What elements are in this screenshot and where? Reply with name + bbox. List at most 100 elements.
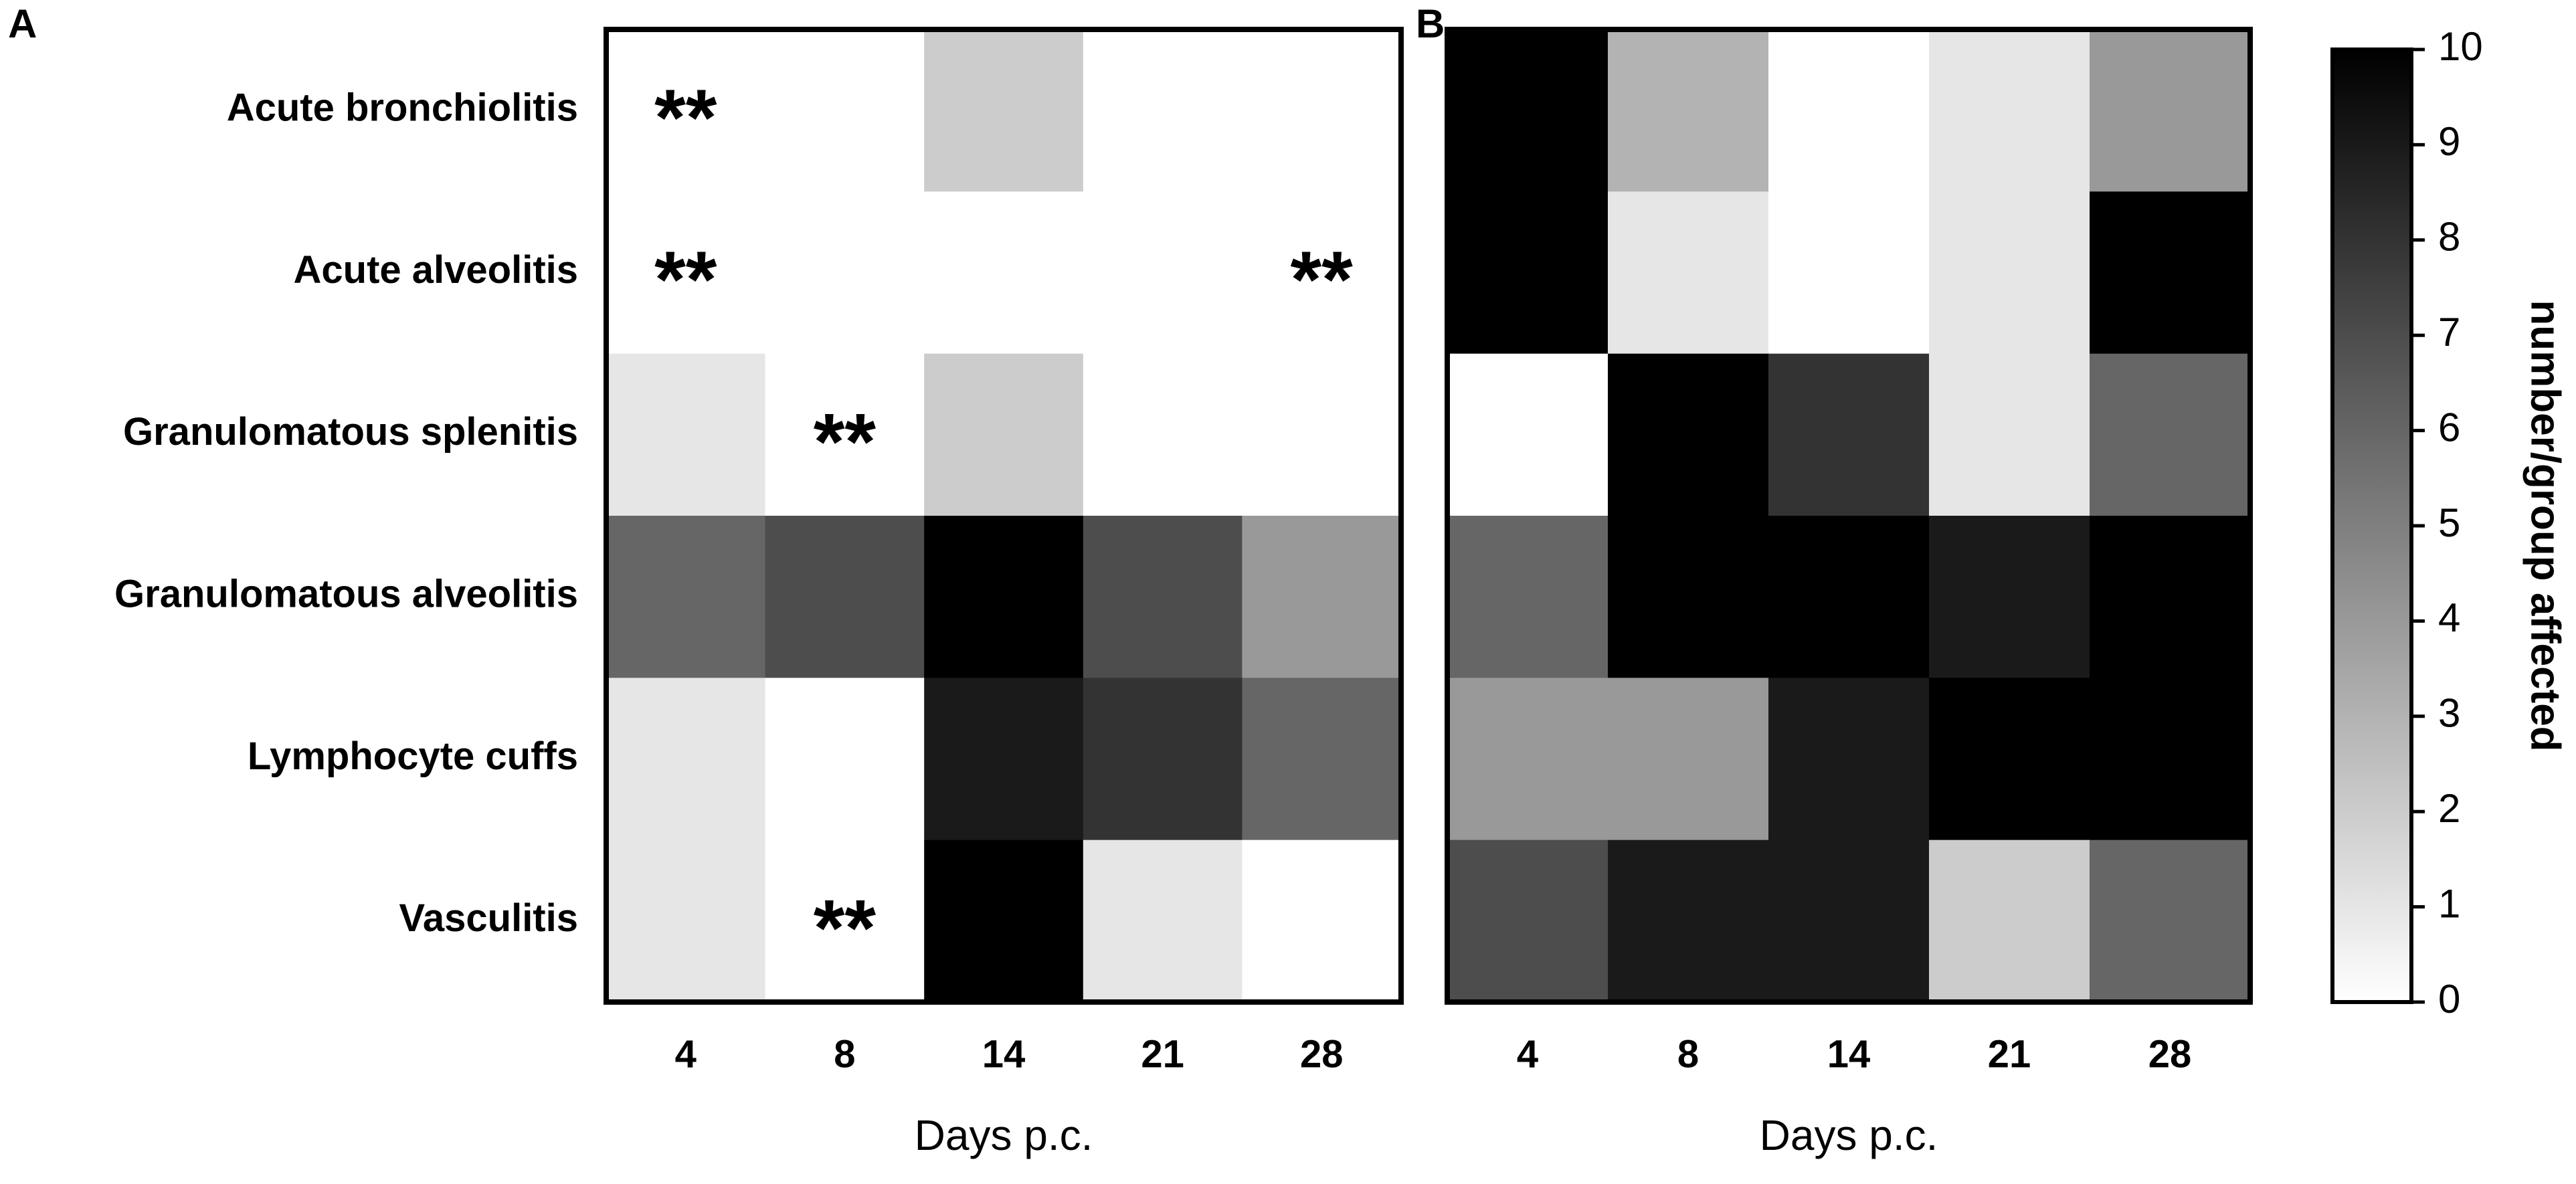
colorbar bbox=[2330, 47, 2413, 1004]
heatmap-cell bbox=[606, 29, 766, 192]
colorbar-tick-label: 0 bbox=[2438, 977, 2460, 1021]
significance-label: ** bbox=[814, 884, 877, 973]
x-tick-label: 28 bbox=[2148, 1032, 2192, 1076]
x-tick-label: 21 bbox=[1988, 1032, 2031, 1076]
heatmap-cell bbox=[1447, 353, 1608, 516]
x-tick-label: 4 bbox=[675, 1032, 697, 1076]
heatmap-cell bbox=[1447, 840, 1608, 1003]
colorbar-tick-label: 5 bbox=[2438, 500, 2460, 545]
heatmap-cell bbox=[765, 353, 925, 516]
panel-label: B bbox=[1416, 1, 1445, 46]
x-tick-label: 21 bbox=[1141, 1032, 1184, 1076]
heatmap-cell bbox=[1608, 840, 1769, 1003]
x-axis-label: Days p.c. bbox=[915, 1111, 1093, 1159]
heatmap-cell bbox=[924, 840, 1084, 1003]
heatmap-cell bbox=[765, 840, 925, 1003]
heatmap-cell bbox=[1929, 678, 2090, 841]
heatmap-cell bbox=[1083, 516, 1243, 678]
x-tick-label: 8 bbox=[1677, 1032, 1699, 1076]
heatmap-cell bbox=[1447, 191, 1608, 355]
row-label: Granulomatous alveolitis bbox=[114, 572, 578, 615]
x-tick-label: 4 bbox=[1517, 1032, 1538, 1076]
colorbar-tick-label: 4 bbox=[2438, 595, 2460, 640]
heatmap-cell bbox=[765, 516, 925, 678]
heatmap-cell bbox=[1608, 516, 1769, 678]
colorbar-tick-label: 3 bbox=[2438, 691, 2460, 736]
heatmap-cell bbox=[1242, 191, 1402, 355]
heatmap-cell bbox=[1929, 353, 2090, 516]
colorbar-tick-label: 7 bbox=[2438, 310, 2460, 355]
heatmap-cell bbox=[2090, 840, 2251, 1003]
heatmap-cell bbox=[1083, 840, 1243, 1003]
heatmap-cell bbox=[1608, 678, 1769, 841]
heatmap-cell bbox=[1242, 516, 1402, 678]
heatmap-cell bbox=[2090, 29, 2251, 192]
heatmap-cell bbox=[1083, 29, 1243, 192]
heatmap-cell bbox=[765, 678, 925, 841]
heatmap-cell bbox=[1929, 29, 2090, 192]
heatmap-cell bbox=[1608, 191, 1769, 355]
heatmap-cell bbox=[924, 191, 1084, 355]
panel-border bbox=[1445, 27, 2253, 1005]
row-label: Acute bronchiolitis bbox=[227, 86, 578, 129]
heatmap-cell bbox=[924, 353, 1084, 516]
heatmap-cell bbox=[1447, 678, 1608, 841]
colorbar-tick-label: 9 bbox=[2438, 119, 2460, 164]
heatmap-cell bbox=[1242, 353, 1402, 516]
panel-label: A bbox=[8, 1, 37, 46]
heatmap-cell bbox=[1083, 191, 1243, 355]
heatmap-cell bbox=[924, 29, 1084, 192]
heatmap-cell bbox=[606, 840, 766, 1003]
heatmap-cell bbox=[606, 678, 766, 841]
row-label: Granulomatous splenitis bbox=[123, 410, 578, 454]
row-label: Lymphocyte cuffs bbox=[248, 734, 578, 778]
row-label: Vasculitis bbox=[399, 896, 578, 940]
significance-label: ** bbox=[814, 397, 877, 487]
heatmap-cell bbox=[1768, 840, 1930, 1003]
heatmap-cell bbox=[1929, 191, 2090, 355]
heatmap-cell bbox=[1768, 353, 1930, 516]
heatmap-cell bbox=[1608, 29, 1769, 192]
colorbar-tick-label: 2 bbox=[2438, 786, 2460, 831]
heatmap-cell bbox=[924, 678, 1084, 841]
heatmap-cell bbox=[765, 29, 925, 192]
heatmap-cell bbox=[1929, 840, 2090, 1003]
heatmap-cell bbox=[1768, 191, 1930, 355]
colorbar-tick-label: 6 bbox=[2438, 405, 2460, 450]
heatmap-cell bbox=[2090, 353, 2251, 516]
heatmap-cell bbox=[606, 353, 766, 516]
heatmap-cell bbox=[1242, 678, 1402, 841]
heatmap-cell bbox=[2090, 516, 2251, 678]
row-label: Acute alveolitis bbox=[294, 248, 578, 292]
panel-border bbox=[604, 27, 1404, 1005]
x-axis-label: Days p.c. bbox=[1760, 1111, 1938, 1159]
significance-label: ** bbox=[654, 235, 717, 324]
heatmap-cell bbox=[1242, 29, 1402, 192]
significance-label: ** bbox=[654, 73, 717, 163]
heatmap-cell bbox=[1929, 516, 2090, 678]
heatmap-cell bbox=[1083, 678, 1243, 841]
x-tick-label: 8 bbox=[834, 1032, 855, 1076]
heatmap-cell bbox=[924, 516, 1084, 678]
x-tick-label: 14 bbox=[1827, 1032, 1871, 1076]
x-tick-label: 14 bbox=[982, 1032, 1026, 1076]
heatmap-cell bbox=[765, 191, 925, 355]
heatmap-cell bbox=[606, 516, 766, 678]
heatmap-cell bbox=[1447, 516, 1608, 678]
heatmap-cell bbox=[1608, 353, 1769, 516]
heatmap-cell bbox=[1768, 516, 1930, 678]
significance-label: ** bbox=[1290, 235, 1353, 324]
heatmap-cell bbox=[2090, 678, 2251, 841]
colorbar-tick-label: 8 bbox=[2438, 215, 2460, 260]
colorbar-tick-label: 10 bbox=[2438, 24, 2483, 69]
colorbar-tick-label: 1 bbox=[2438, 881, 2460, 926]
heatmap-cell bbox=[1447, 29, 1608, 192]
heatmap-cell bbox=[1083, 353, 1243, 516]
heatmap-cell bbox=[1242, 840, 1402, 1003]
heatmap-cell bbox=[1768, 678, 1930, 841]
colorbar-label: number/group affected bbox=[2522, 300, 2569, 751]
x-tick-label: 28 bbox=[1300, 1032, 1344, 1076]
heatmap-cell bbox=[606, 191, 766, 355]
